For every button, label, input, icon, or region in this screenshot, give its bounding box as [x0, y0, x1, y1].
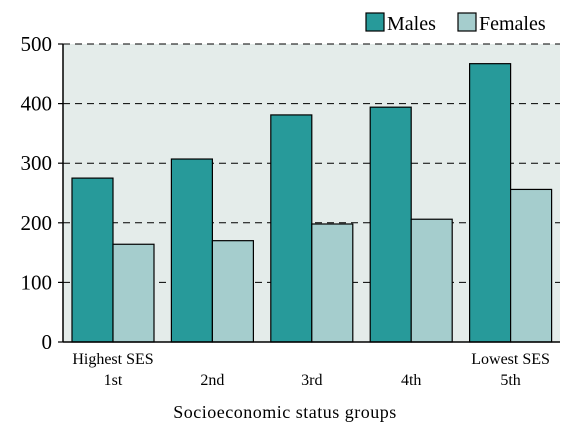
y-tick-labels: 0 100 200 300 400 500 [21, 32, 53, 354]
y-tick-label-300: 300 [21, 151, 53, 175]
bar-females-3rd [311, 223, 354, 343]
x-tick-note-5th: Lowest SES [471, 351, 550, 368]
x-axis-title: Socioeconomic status groups [173, 402, 396, 422]
y-tick-label-100: 100 [21, 270, 53, 294]
bar-males-1st [71, 177, 114, 343]
bar-males-2nd [170, 158, 213, 343]
x-tick-label-3rd: 3rd [301, 372, 322, 389]
x-tick-label-2nd: 2nd [200, 372, 224, 389]
x-tick-label-1st: 1st [104, 372, 123, 389]
x-tick-note-1st: Highest SES [72, 351, 153, 368]
y-tick-label-400: 400 [21, 92, 53, 116]
bars [71, 63, 553, 343]
x-tick-label-4th: 4th [401, 372, 421, 389]
x-tick-label-5th: 5th [500, 372, 520, 389]
y-tick-label-200: 200 [21, 211, 53, 235]
bar-males-3rd [270, 114, 313, 343]
bar-females-1st [112, 243, 155, 343]
legend-swatch-males [365, 12, 385, 32]
y-tick-label-500: 500 [21, 32, 53, 56]
bar-females-4th [410, 218, 453, 343]
bar-females-5th [510, 188, 553, 343]
legend-swatch-females [457, 12, 477, 32]
bar-females-2nd [211, 240, 254, 343]
x-tick-labels: Highest SES 1st 2nd 3rd 4th Lowest SES 5th [72, 351, 550, 389]
legend: Males Females [365, 12, 546, 35]
bar-males-4th [369, 106, 412, 343]
legend-label-females: Females [479, 13, 546, 35]
y-tick-label-0: 0 [42, 330, 53, 354]
bar-males-5th [469, 63, 512, 343]
axes [58, 43, 560, 343]
legend-label-males: Males [387, 13, 436, 35]
